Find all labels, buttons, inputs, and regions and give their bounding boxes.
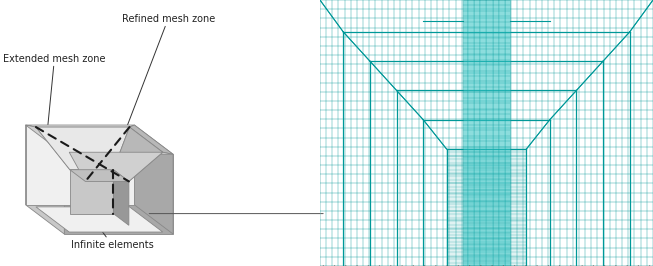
Text: Refined mesh zone: Refined mesh zone [110, 14, 215, 171]
Polygon shape [36, 207, 163, 232]
Polygon shape [114, 170, 129, 225]
Polygon shape [64, 152, 173, 154]
Polygon shape [64, 154, 173, 234]
Polygon shape [114, 127, 163, 181]
Text: Extended mesh zone: Extended mesh zone [3, 53, 106, 127]
Polygon shape [69, 152, 163, 181]
Polygon shape [135, 125, 173, 234]
Polygon shape [36, 127, 86, 181]
Polygon shape [25, 125, 69, 154]
Polygon shape [129, 125, 173, 154]
Polygon shape [25, 125, 135, 205]
Polygon shape [70, 170, 129, 181]
Text: Infinite elements: Infinite elements [71, 210, 153, 250]
Polygon shape [463, 0, 510, 266]
Polygon shape [70, 170, 114, 214]
Polygon shape [25, 125, 64, 234]
Polygon shape [36, 127, 129, 170]
Polygon shape [25, 125, 135, 127]
